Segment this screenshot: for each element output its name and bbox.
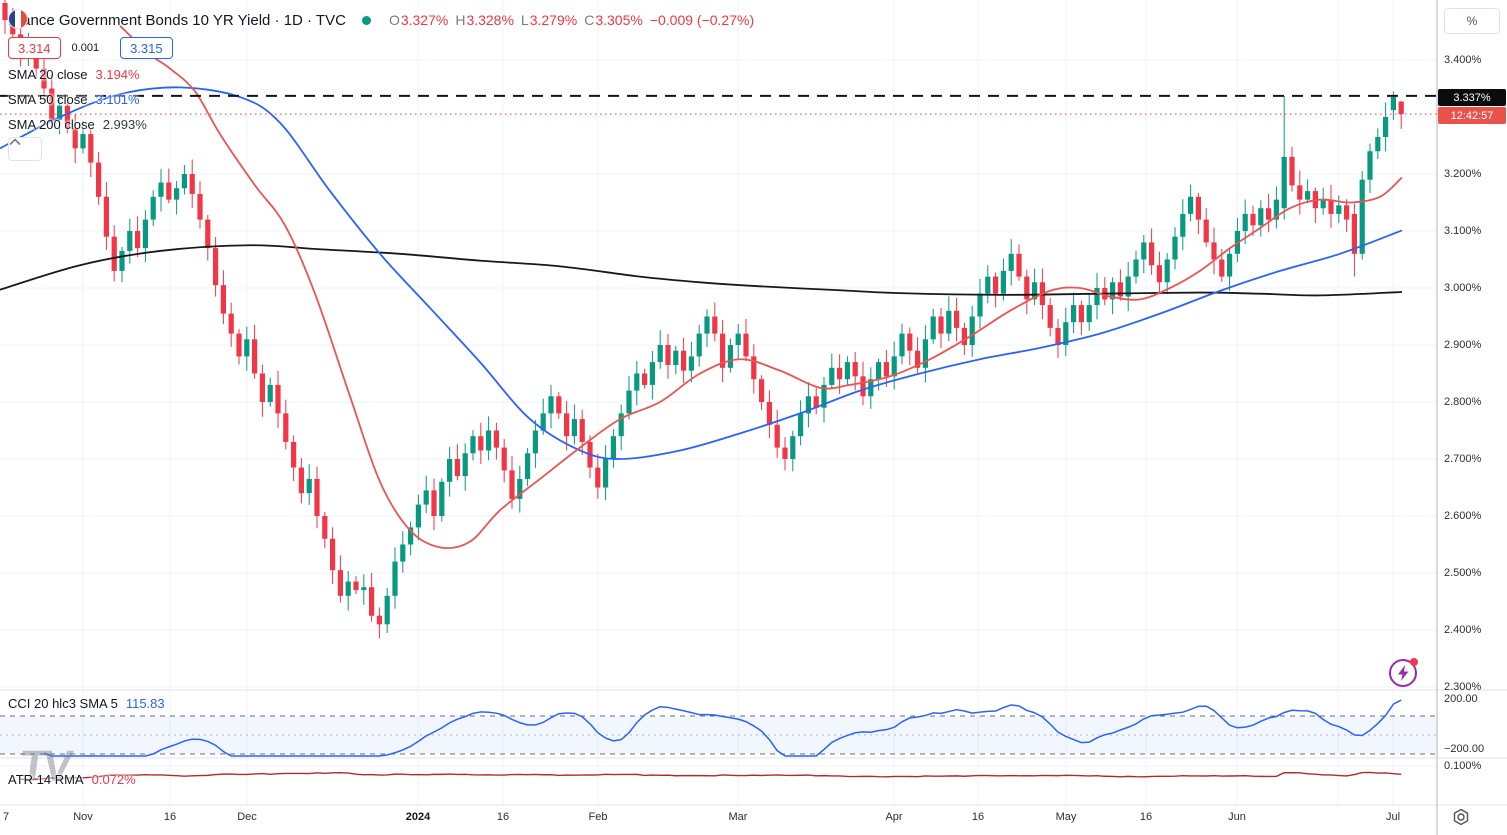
price-axis-label: 2.800% [1444,396,1482,408]
legend-cci[interactable]: CCI 20 hlc3 SMA 5 115.83 [8,696,165,711]
chevron-up-icon [9,138,21,146]
low-value: 3.279% [529,12,578,28]
time-axis-label: 16 [496,811,510,823]
price-axis-label: 3.200% [1444,168,1482,180]
ohlc-values: O3.327% H3.328% L3.279% C3.305% −0.009 (… [388,12,755,28]
symbol-title[interactable]: France Government Bonds 10 YR Yield · 1D… [8,11,346,29]
change-value: −0.009 (−0.27%) [649,12,755,28]
price-axis-label: 2.500% [1444,567,1482,579]
time-axis-label: Jun [1228,811,1246,823]
time-axis-label: Jul [1385,811,1401,823]
quote-row: 3.314 0.001 3.315 [8,37,173,59]
time-axis-label: 16 [1139,811,1153,823]
boost-button[interactable] [1387,655,1421,689]
legend-atr[interactable]: ATR 14 RMA 0.072% [8,772,136,787]
time-axis-label: 16 [163,811,177,823]
time-axis-label: Dec [237,811,257,823]
symbol-header: France Government Bonds 10 YR Yield · 1D… [8,9,754,31]
price-axis-label: 2.300% [1444,681,1482,693]
cci-value: 115.83 [125,696,165,711]
price-axis-label: 3.400% [1444,54,1482,66]
time-axis-label: 7 [3,811,10,823]
time-axis-label: Nov [73,811,93,823]
cci-axis-label: 200.00 [1444,693,1478,705]
notification-dot [1410,658,1418,666]
legend-sma20[interactable]: SMA 20 close 3.194% [8,67,140,82]
sell-price-button[interactable]: 3.314 [8,37,61,59]
price-axis-label: 2.400% [1444,624,1482,636]
settings-gear-icon [1453,808,1469,826]
buy-price-button[interactable]: 3.315 [120,37,173,59]
price-axis-label: 3.100% [1444,225,1482,237]
time-axis-label: 2024 [405,811,431,823]
legend-sma200[interactable]: SMA 200 close 2.993% [8,117,147,132]
time-axis-label: Mar [728,811,748,823]
countdown-tag: 12:42:57 [1438,107,1506,124]
market-status-dot [361,15,371,25]
sma50-value: 3.101% [95,92,140,107]
atr-value: 0.072% [91,772,136,787]
time-axis-label: Feb [588,811,608,823]
cci-axis-label: −200.00 [1444,743,1485,755]
close-value: 3.305% [595,12,643,28]
time-axis-label: May [1055,811,1077,823]
time-axis-label: Apr [885,811,903,823]
time-axis-label: 16 [971,811,985,823]
sma200-value: 2.993% [102,117,147,132]
high-value: 3.328% [466,12,514,28]
sma20-value: 3.194% [95,67,140,82]
legend-sma50[interactable]: SMA 50 close 3.101% [8,92,140,107]
france-flag-icon [8,9,28,29]
open-value: 3.327% [400,12,449,28]
settings-gear-button[interactable] [1452,808,1482,830]
level-price-tag: 3.337% [1438,89,1506,106]
price-axis-label: 2.700% [1444,453,1482,465]
atr-axis-label: 0.100% [1444,760,1482,772]
price-axis-label: 2.600% [1444,510,1482,522]
spread-value: 0.001 [67,40,104,56]
price-axis-label: 3.000% [1444,282,1482,294]
price-axis-label: 2.900% [1444,339,1482,351]
percent-scale-button[interactable]: % [1444,8,1500,34]
collapse-legend-button[interactable] [8,137,42,161]
